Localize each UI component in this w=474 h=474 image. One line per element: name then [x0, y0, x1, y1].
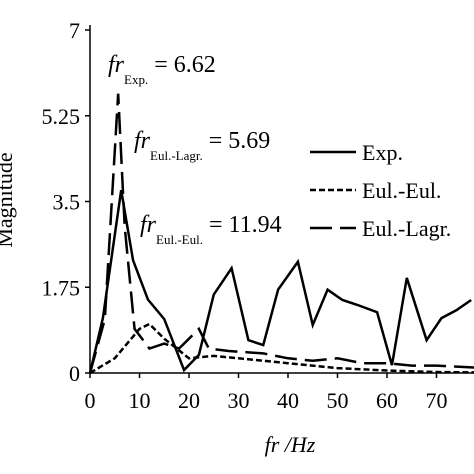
x-tick-label: 20 — [178, 388, 200, 413]
y-tick-label: 0 — [69, 361, 80, 386]
legend-label: Eul.-Eul. — [362, 178, 441, 203]
annotation-value: = 6.62 — [154, 52, 216, 78]
series-line — [88, 93, 474, 374]
annotation-value: = 11.94 — [209, 212, 282, 238]
annotation-subscript: Eul.-Lagr. — [150, 148, 203, 163]
y-tick-label: 1.75 — [42, 275, 81, 300]
annotation-subscript: Exp. — [124, 72, 148, 87]
y-tick-label: 3.5 — [53, 190, 81, 215]
x-tick-label: 70 — [426, 388, 448, 413]
x-axis-label: fr /Hz — [265, 432, 316, 457]
annotation-symbol: fr — [140, 212, 157, 238]
annotation-value: = 5.69 — [209, 128, 271, 154]
legend-label: Eul.-Lagr. — [362, 216, 451, 241]
annotation: frEul.-Eul. = 11.94 — [140, 212, 282, 247]
x-tick-label: 50 — [327, 388, 349, 413]
series-line — [88, 190, 472, 374]
legend-label: Exp. — [362, 140, 403, 165]
annotation-symbol: fr — [108, 52, 125, 78]
y-tick-label: 5.25 — [42, 104, 81, 129]
y-axis-label: Magnitude — [0, 152, 17, 247]
x-tick-label: 0 — [85, 388, 96, 413]
annotation: frExp. = 6.62 — [108, 52, 216, 87]
x-tick-label: 60 — [376, 388, 398, 413]
annotation-symbol: fr — [134, 128, 151, 154]
annotation-subscript: Eul.-Eul. — [156, 232, 203, 247]
y-tick-label: 7 — [69, 18, 80, 43]
x-tick-label: 30 — [228, 388, 250, 413]
x-tick-label: 10 — [129, 388, 151, 413]
x-tick-label: 40 — [277, 388, 299, 413]
annotation: frEul.-Lagr. = 5.69 — [134, 128, 270, 163]
series-line — [89, 322, 474, 375]
